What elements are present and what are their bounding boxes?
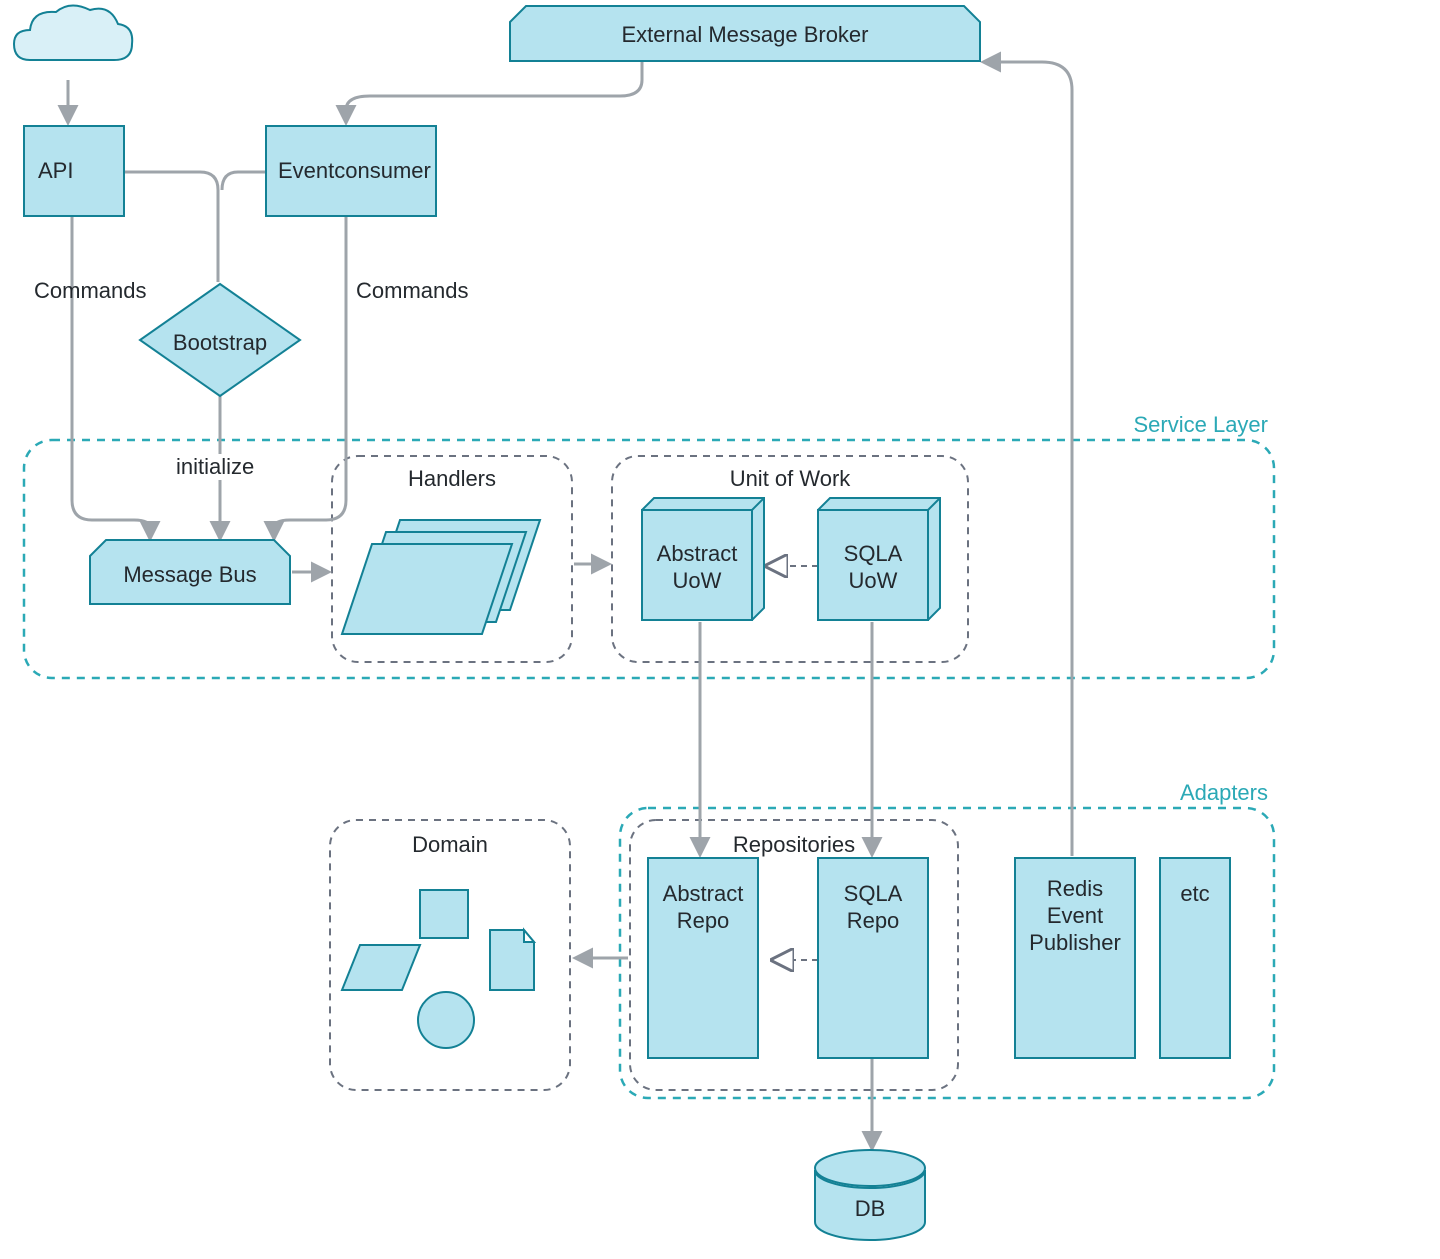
sqla-uow-label1: SQLA <box>844 541 903 566</box>
repositories-region-label: Repositories <box>733 832 855 857</box>
etc-label: etc <box>1180 881 1209 906</box>
sqla-uow-node: SQLA UoW <box>818 498 940 620</box>
redis-label3: Publisher <box>1029 930 1121 955</box>
parallelogram-icon <box>342 945 420 990</box>
edge-eventconsumer-messagebus <box>274 216 346 536</box>
abstract-repo-node: Abstract Repo <box>648 858 758 1058</box>
bootstrap-node: Bootstrap <box>140 284 300 396</box>
commands-right-label: Commands <box>356 278 468 303</box>
broker-label: External Message Broker <box>622 22 869 47</box>
redis-publisher-node: Redis Event Publisher <box>1015 858 1135 1058</box>
domain-shapes <box>342 890 534 1048</box>
edge-broker-eventconsumer <box>346 62 642 120</box>
abstract-repo-label2: Repo <box>677 908 730 933</box>
redis-label1: Redis <box>1047 876 1103 901</box>
db-label: DB <box>855 1196 886 1221</box>
abstract-uow-label2: UoW <box>673 568 722 593</box>
bootstrap-label: Bootstrap <box>173 330 267 355</box>
architecture-diagram: Service Layer Handlers Unit of Work Adap… <box>0 0 1440 1259</box>
db-node: DB <box>815 1150 925 1240</box>
abstract-repo-label1: Abstract <box>663 881 744 906</box>
messagebus-label: Message Bus <box>123 562 256 587</box>
eventconsumer-label: Eventconsumer <box>278 158 431 183</box>
edge-api-join <box>124 172 218 282</box>
sqla-repo-label2: Repo <box>847 908 900 933</box>
messagebus-node: Message Bus <box>90 540 290 604</box>
square-icon <box>420 890 468 938</box>
sqla-uow-label2: UoW <box>849 568 898 593</box>
abstract-uow-label1: Abstract <box>657 541 738 566</box>
etc-node: etc <box>1160 858 1230 1058</box>
abstract-uow-node: Abstract UoW <box>642 498 764 620</box>
service-layer-label: Service Layer <box>1133 412 1268 437</box>
edge-eventconsumer-join <box>222 172 266 190</box>
api-node: API <box>24 126 124 216</box>
circle-icon <box>418 992 474 1048</box>
commands-left-label: Commands <box>34 278 146 303</box>
cloud-icon <box>14 5 132 60</box>
edge-redis-broker <box>986 62 1072 856</box>
edge-api-messagebus <box>72 216 150 536</box>
handlers-region-label: Handlers <box>408 466 496 491</box>
broker-node: External Message Broker <box>510 6 980 61</box>
sqla-repo-node: SQLA Repo <box>818 858 928 1058</box>
adapters-region-label: Adapters <box>1180 780 1268 805</box>
redis-label2: Event <box>1047 903 1103 928</box>
domain-region-label: Domain <box>412 832 488 857</box>
handlers-stack-icon <box>342 520 540 634</box>
uow-region-label: Unit of Work <box>730 466 852 491</box>
eventconsumer-node: Eventconsumer <box>266 126 436 216</box>
sqla-repo-label1: SQLA <box>844 881 903 906</box>
initialize-label: initialize <box>176 454 254 479</box>
api-label: API <box>38 158 73 183</box>
